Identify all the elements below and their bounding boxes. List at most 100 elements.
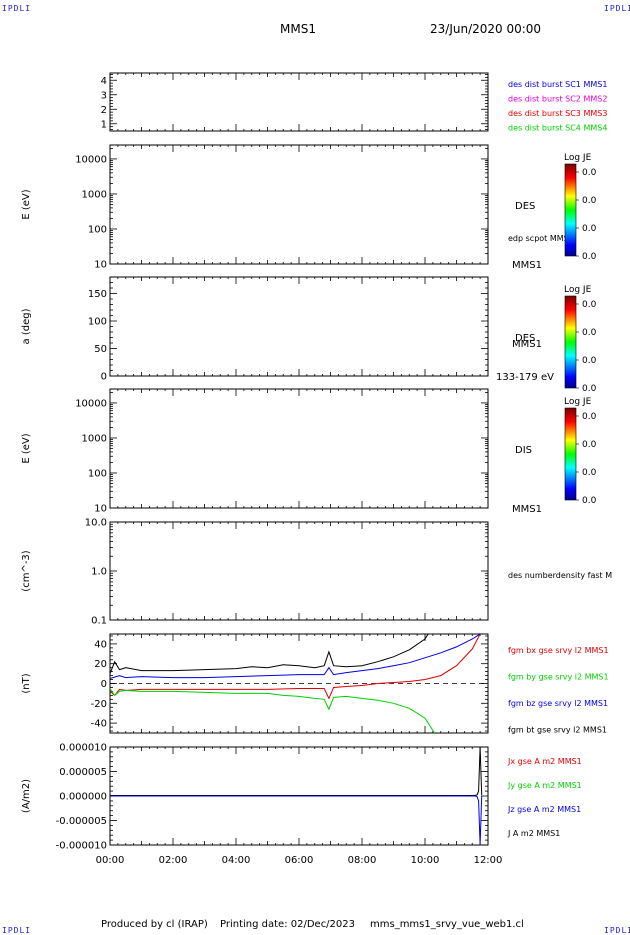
legend-entry: des dist burst SC1 MMS1 xyxy=(508,80,607,89)
series-group-fgm xyxy=(110,634,488,733)
x-tick-label: 08:00 xyxy=(348,855,377,866)
series-line xyxy=(110,688,435,733)
y-tick-label: 10000 xyxy=(75,398,107,409)
x-tick-group-5 xyxy=(109,634,489,733)
spacecraft-label: MMS1 xyxy=(512,339,542,350)
y-tick-label: 50 xyxy=(94,344,107,355)
colorbar-tick-label: 0.0 xyxy=(582,356,597,366)
colorbar-tick-label: 0.0 xyxy=(582,168,597,178)
series-line xyxy=(110,634,481,700)
colorbar-3 xyxy=(564,407,577,501)
footer-produced-by: Produced by cl (IRAP) xyxy=(101,919,208,930)
y-tick-label: 2 xyxy=(101,105,107,116)
y-axis-label: E (eV) xyxy=(21,189,32,219)
y-tick-label: -20 xyxy=(91,699,107,710)
y-tick-group-0 xyxy=(110,74,488,130)
series-line xyxy=(110,795,483,845)
y-tick-label: 10.0 xyxy=(85,518,107,529)
side-label: DES xyxy=(515,333,535,344)
legend-entry: Jy gse A m2 MMS1 xyxy=(507,781,582,790)
x-tick-group-3 xyxy=(109,389,489,508)
y-tick-label: 4 xyxy=(101,76,107,87)
corner-label-top-left: IPDLI xyxy=(2,4,32,13)
x-tick-label: 10:00 xyxy=(411,855,440,866)
y-tick-label: 150 xyxy=(88,289,107,300)
y-axis-label: (A/m2) xyxy=(21,779,32,813)
y-tick-label: 100 xyxy=(88,224,107,235)
y-tick-label: 1000 xyxy=(82,189,107,200)
x-tick-group-4 xyxy=(109,522,489,620)
colorbar-tick-label: 0.0 xyxy=(582,300,597,310)
y-tick-label: 100 xyxy=(88,317,107,328)
legend-entry: des dist burst SC3 MMS3 xyxy=(508,109,607,118)
y-tick-label: 0.000005 xyxy=(59,767,107,778)
colorbar-1 xyxy=(564,163,577,257)
colorbar-tick-label: 0.0 xyxy=(582,412,597,422)
y-tick-group-2 xyxy=(110,276,488,377)
legend-entry: fgm by gse srvy l2 MMS1 xyxy=(508,673,609,682)
y-tick-label: 0 xyxy=(101,679,107,690)
spacecraft-title: MMS1 xyxy=(280,22,316,36)
y-tick-group-1 xyxy=(110,147,488,265)
panel-frame-des-energy xyxy=(109,144,489,265)
colorbar-tick-label: 0.0 xyxy=(582,196,597,206)
colorbar-title: Log JE xyxy=(564,397,592,407)
y-tick-label: 0.000000 xyxy=(59,792,107,803)
corner-label-top-right: IPDLI xyxy=(604,4,630,13)
colorbar-tick-label: 0.0 xyxy=(582,224,597,234)
series-line xyxy=(110,747,483,796)
corner-label-bottom-left: IPDLI xyxy=(2,926,32,935)
y-tick-label: -0.000010 xyxy=(56,841,107,852)
y-tick-label: 3 xyxy=(101,90,107,101)
y-tick-label: 20 xyxy=(94,659,107,670)
x-tick-group-0 xyxy=(109,73,489,131)
y-tick-label: 0.1 xyxy=(91,616,107,627)
panel-frame-density xyxy=(109,521,489,621)
x-tick-group-6 xyxy=(109,747,489,845)
y-tick-label: 100 xyxy=(88,468,107,479)
x-tick-group-1 xyxy=(109,145,489,264)
legend-entry: des dist burst SC4 MMS4 xyxy=(508,124,607,133)
series-group-current xyxy=(110,747,483,845)
spacecraft-label: MMS1 xyxy=(512,260,542,271)
corner-label-bottom-right: IPDLI xyxy=(604,926,630,935)
y-tick-label: -40 xyxy=(91,719,107,730)
y-tick-group-3 xyxy=(110,391,488,509)
y-tick-label: 1000 xyxy=(82,433,107,444)
overlay-label: edp scpot MMS1 xyxy=(508,234,574,243)
legend-entry: Jx gse A m2 MMS1 xyxy=(507,757,582,766)
footer-printing-date: Printing date: 02/Dec/2023 xyxy=(220,919,356,930)
y-tick-label: 10000 xyxy=(75,154,107,165)
energy-range-label: 133-179 eV xyxy=(496,372,554,383)
legend-entry: J A m2 MMS1 xyxy=(507,829,560,838)
y-tick-label: 0.000010 xyxy=(59,743,107,754)
legend-entry: des numberdensity fast M xyxy=(508,571,612,580)
y-tick-label: -0.000005 xyxy=(56,816,107,827)
legend-entry: fgm bx gse srvy l2 MMS1 xyxy=(508,646,609,655)
y-tick-label: 1.0 xyxy=(91,567,107,578)
x-tick-label: 06:00 xyxy=(285,855,314,866)
colorbar-title: Log JE xyxy=(564,285,592,295)
spacecraft-label: MMS1 xyxy=(512,504,542,515)
colorbar-title: Log JE xyxy=(564,153,592,163)
colorbar-tick-label: 0.0 xyxy=(582,468,597,478)
colorbar-tick-label: 0.0 xyxy=(582,252,597,262)
colorbar-2 xyxy=(564,295,577,389)
series-line xyxy=(110,634,429,674)
colorbar-tick-label: 0.0 xyxy=(582,496,597,506)
panel-frame-burst xyxy=(109,72,489,132)
x-tick-group-2 xyxy=(109,277,489,376)
panel-frame-dis-energy xyxy=(109,388,489,509)
y-axis-label: (cm^-3) xyxy=(21,550,32,591)
x-tick-label: 00:00 xyxy=(96,855,125,866)
colorbar-tick-label: 0.0 xyxy=(582,440,597,450)
y-tick-group-5 xyxy=(110,635,488,732)
legend-entry: fgm bt gse srvy l2 MMS1 xyxy=(508,726,607,735)
footer-filename: mms_mms1_srvy_vue_web1.cl xyxy=(370,919,524,930)
legend-entry: Jz gse A m2 MMS1 xyxy=(507,805,581,814)
y-tick-label: 10 xyxy=(94,504,107,515)
y-tick-label: 0 xyxy=(101,372,107,383)
y-tick-label: 40 xyxy=(94,639,107,650)
side-label: DIS xyxy=(515,445,532,456)
